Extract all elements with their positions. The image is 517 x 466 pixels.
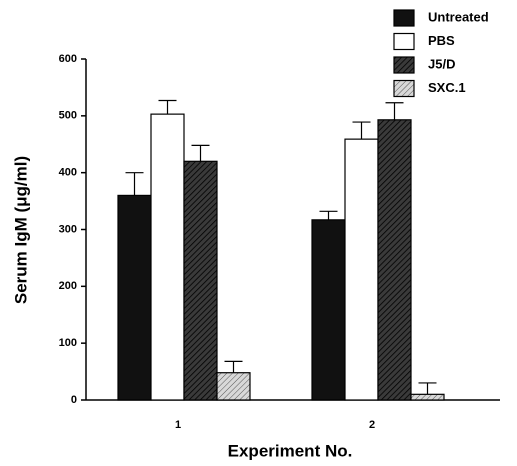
- x-tick-label: 2: [369, 419, 375, 431]
- bar: [410, 393, 445, 401]
- legend-swatch: [393, 56, 415, 74]
- x-tick-label: 1: [175, 419, 181, 431]
- y-tick-label: 500: [59, 110, 77, 122]
- legend-swatch: [393, 9, 415, 27]
- bar: [183, 160, 218, 401]
- y-tick-label: 200: [59, 280, 77, 292]
- legend-label: PBS: [428, 33, 455, 48]
- y-tick-label: 400: [59, 167, 77, 179]
- bar: [377, 119, 412, 401]
- y-tick-label: 0: [71, 394, 77, 406]
- legend-swatch: [393, 79, 415, 98]
- y-tick-label: 300: [59, 223, 77, 235]
- y-axis-label: Serum IgM (μg/ml): [11, 156, 30, 304]
- bar: [311, 219, 346, 401]
- legend-label: Untreated: [428, 9, 489, 24]
- legend-label: J5/D: [428, 56, 455, 71]
- legend-swatch: [393, 32, 415, 51]
- bar: [344, 138, 379, 401]
- legend-label: SXC.1: [428, 80, 466, 95]
- x-axis-label: Experiment No.: [228, 441, 353, 460]
- bar: [117, 194, 152, 401]
- bar: [150, 113, 185, 401]
- y-tick-label: 600: [59, 53, 77, 65]
- y-tick-label: 100: [59, 337, 77, 349]
- bar: [216, 372, 251, 401]
